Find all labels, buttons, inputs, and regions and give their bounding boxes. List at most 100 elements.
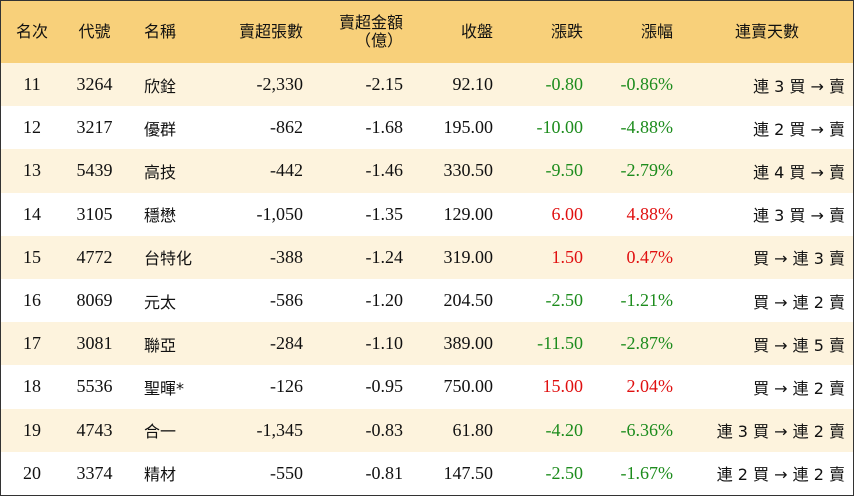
table-cell: 20 [23, 462, 41, 483]
table-cell: 連 4 買 → 賣 [681, 149, 853, 193]
table-cell: 買 → 連 2 賣 [753, 378, 845, 398]
table-cell: 92.10 [411, 63, 501, 107]
table-cell: -0.86% [591, 63, 681, 107]
table-cell: -4.88% [620, 117, 674, 138]
table-row: 19 4743 合一 -1,345 -0.83 61.80 -4.20 -6.36% 連 3 買… [1, 408, 853, 452]
table-cell: 4.88% [626, 203, 674, 224]
table-cell: 買 → 連 2 賣 [753, 292, 845, 312]
table-cell: 連 2 買 → 賣 [753, 119, 845, 139]
table-cell: -442 [211, 149, 311, 193]
table-cell: -388 [211, 235, 311, 279]
table-row: 11 3264 欣銓 -2,330 -2.15 92.10 -0.80 -0.86% 連 3 買… [1, 63, 853, 107]
table-cell: 204.50 [443, 290, 494, 311]
table-cell: -0.81 [365, 462, 404, 483]
table-cell: -862 [270, 117, 303, 138]
table-cell: 14 [23, 203, 41, 224]
table-cell: -0.83 [311, 408, 411, 452]
table-cell: 4772 [63, 235, 126, 279]
table-cell: 13 [1, 149, 63, 193]
table-cell: -1.67% [620, 462, 674, 483]
table-cell: 16 [23, 290, 41, 311]
table-cell: -11.50 [501, 322, 591, 366]
header-cell: 名稱 [126, 1, 211, 63]
table-cell: 8069 [76, 290, 113, 311]
table-cell: 6.00 [551, 203, 584, 224]
header-cell: 連賣天數 [681, 1, 853, 63]
header-cell: 賣超張數 [211, 1, 311, 63]
table-cell: -1.68 [365, 117, 404, 138]
table-cell: 15 [1, 235, 63, 279]
table-cell: 61.80 [411, 408, 501, 452]
table-row: 12 3217 優群 -862 -1.68 195.00 -10.00 -4.88% 連 2 買… [1, 106, 853, 149]
table-row: 13 5439 高技 -442 -1.46 330.50 -9.50 -2.79% 連 4 買 … [1, 149, 853, 193]
table-cell: -1,345 [211, 408, 311, 452]
table-cell: 5439 [63, 149, 126, 193]
table-cell: 連 3 買 → 連 2 賣 [681, 408, 853, 452]
table-cell: 750.00 [443, 376, 494, 397]
table-row: 15 4772 台特化 -388 -1.24 319.00 1.50 0.47% 買 → 連 3… [1, 235, 853, 279]
table-cell: -0.80 [501, 63, 591, 107]
table-row: 20 3374 精材 -550 -0.81 147.50 -2.50 -1.67% 連 2 買 … [1, 452, 853, 495]
table-cell: 12 [23, 117, 41, 138]
table-cell: 連 3 買 → 賣 [681, 63, 853, 107]
table-cell: 4743 [63, 408, 126, 452]
table-cell: 0.47% [591, 235, 681, 279]
table-row: 17 3081 聯亞 -284 -1.10 389.00 -11.50 -2.87% 買 → 連… [1, 322, 853, 366]
table-cell: 319.00 [411, 235, 501, 279]
table-cell: 19 [1, 408, 63, 452]
table-cell: 高技 [126, 149, 211, 193]
table-cell: 1.50 [501, 235, 591, 279]
header-cell: 收盤 [411, 1, 501, 63]
table-cell: 連 2 買 → 連 2 賣 [716, 465, 845, 485]
table-cell: 3217 [76, 117, 113, 138]
table-cell: 穩懋 [144, 206, 177, 226]
table-cell: -1.35 [365, 203, 404, 224]
header-cell: 代號 [63, 1, 126, 63]
table-cell: 合一 [126, 408, 211, 452]
table-cell: 389.00 [411, 322, 501, 366]
table-cell: -2.50 [545, 290, 584, 311]
table-cell: -1.10 [311, 322, 411, 366]
table-cell: -2.50 [545, 462, 584, 483]
table-cell: 18 [23, 376, 41, 397]
table-cell: -284 [211, 322, 311, 366]
header-cell: 賣超金額 （億） [311, 1, 411, 63]
table-cell: 元太 [144, 292, 177, 312]
table-cell: -550 [270, 462, 303, 483]
table-cell: 195.00 [443, 117, 494, 138]
table-cell: 17 [1, 322, 63, 366]
table-cell: 3264 [63, 63, 126, 107]
table-cell: -4.20 [501, 408, 591, 452]
table-cell: 330.50 [411, 149, 501, 193]
table-cell: 買 → 連 3 賣 [681, 235, 853, 279]
table-cell: -1.21% [620, 290, 674, 311]
table-cell: 買 → 連 5 賣 [681, 322, 853, 366]
table-cell: -126 [270, 376, 303, 397]
table-cell: -9.50 [501, 149, 591, 193]
table-cell: 欣銓 [126, 63, 211, 107]
table-cell: -0.95 [365, 376, 404, 397]
table-cell: 3105 [76, 203, 113, 224]
header-row: 名次 代號 名稱 賣超張數 賣超金額 （億） 收盤 漲跌 漲幅 連賣天數 [1, 1, 853, 63]
header-cell: 漲幅 [591, 1, 681, 63]
table-cell: -2,330 [211, 63, 311, 107]
table-cell: 2.04% [626, 376, 674, 397]
table-cell: -1.46 [311, 149, 411, 193]
table-row: 14 3105 穩懋 -1,050 -1.35 129.00 6.00 4.88% 連 3 買 … [1, 193, 853, 236]
table-cell: 15.00 [542, 376, 584, 397]
header-cell: 名次 [1, 1, 63, 63]
table-cell: 聖暉* [144, 378, 185, 398]
table-cell: -6.36% [591, 408, 681, 452]
table-cell: -2.79% [591, 149, 681, 193]
table-row: 18 5536 聖暉* -126 -0.95 750.00 15.00 2.04% 買 → 連 … [1, 365, 853, 408]
table-cell: 優群 [144, 119, 177, 139]
table-body: 11 3264 欣銓 -2,330 -2.15 92.10 -0.80 -0.86% 連 3 買… [1, 63, 853, 495]
table-cell: 3374 [76, 462, 113, 483]
table-cell: 台特化 [126, 235, 211, 279]
table-cell: 129.00 [443, 203, 494, 224]
table-cell: -2.87% [591, 322, 681, 366]
table-cell: 3081 [63, 322, 126, 366]
table-cell: 連 3 買 → 賣 [753, 206, 845, 226]
table-cell: -10.00 [536, 117, 584, 138]
